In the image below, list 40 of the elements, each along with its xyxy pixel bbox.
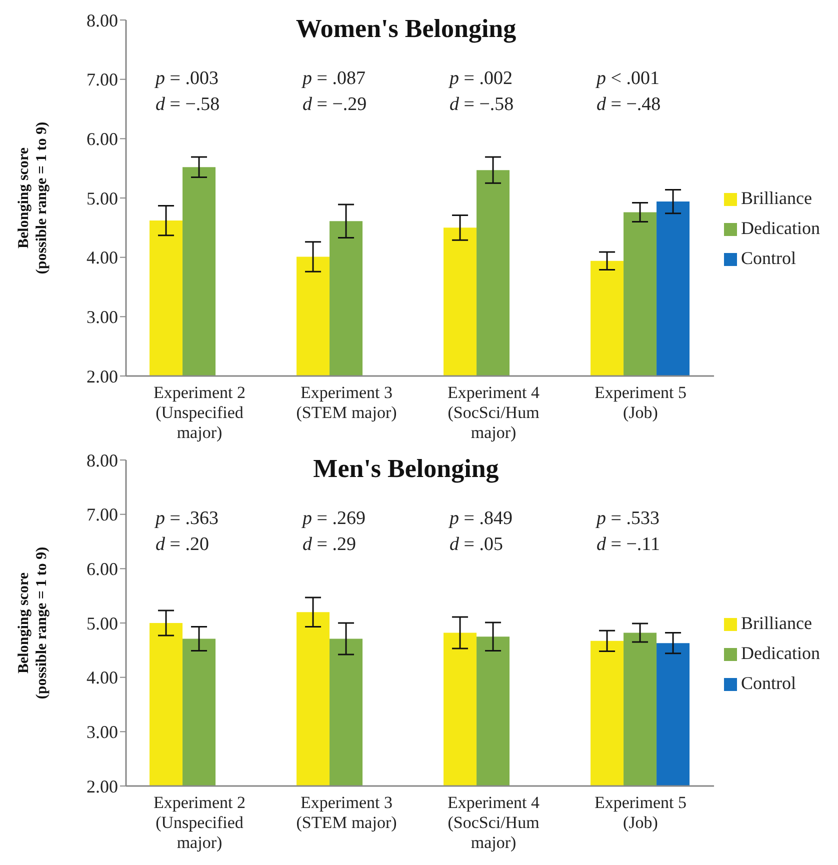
legend-label: Dedication [741,218,820,238]
x-tick-label: Experiment 4 (SocSci/Hum major) [447,383,540,442]
chart-title: Women's Belonging [294,14,518,44]
x-tick-label: Experiment 3 (STEM major) [296,383,397,422]
legend-label: Brilliance [741,188,812,208]
annotation: p = .003 d = −.58 [154,68,220,115]
x-tick-label: Experiment 5 (Job) [594,793,687,832]
annotation: p = .269 d = .29 [300,508,366,555]
y-tick-label: 6.00 [86,559,118,580]
legend-label: Control [741,248,796,268]
y-tick-label: 5.00 [86,613,118,634]
chart-title: Men's Belonging [312,454,500,484]
y-axis-title: Belonging score (possible range = 1 to 9) [16,122,50,274]
y-tick-label: 4.00 [86,248,118,268]
y-axis-title: Belonging score (possible range = 1 to 9) [16,546,50,700]
x-tick-label: Experiment 3 (STEM major) [296,793,397,832]
y-tick-label: 3.00 [86,722,118,742]
legend-label: Brilliance [741,613,812,633]
x-tick-label: Experiment 4 (SocSci/Hum major) [447,793,540,852]
annotation: p = .849 d = .05 [448,508,512,555]
y-tick-label: 2.00 [86,366,118,386]
x-tick-label: Experiment 2 (Unspecified major) [153,383,246,442]
legend-label: Dedication [741,643,820,663]
y-tick-label: 7.00 [86,504,118,525]
legend-label: Control [741,673,796,693]
annotation: p = .087 d = −.29 [300,68,367,115]
annotation: p = .363 d = .20 [154,508,218,555]
x-tick-label: Experiment 5 (Job) [594,383,687,422]
y-tick-label: 4.00 [86,668,118,688]
annotation: p < .001 d = −.48 [594,68,661,115]
y-tick-label: 3.00 [86,307,118,328]
y-tick-label: 5.00 [86,188,118,208]
y-tick-label: 7.00 [86,70,118,90]
annotation: p = .533 d = −.11 [594,508,660,555]
y-tick-label: 8.00 [86,450,118,470]
y-tick-label: 8.00 [86,10,118,30]
y-tick-label: 2.00 [86,776,118,796]
x-tick-label: Experiment 2 (Unspecified major) [153,793,246,852]
annotation: p = .002 d = −.58 [448,68,514,115]
y-tick-label: 6.00 [86,129,118,150]
